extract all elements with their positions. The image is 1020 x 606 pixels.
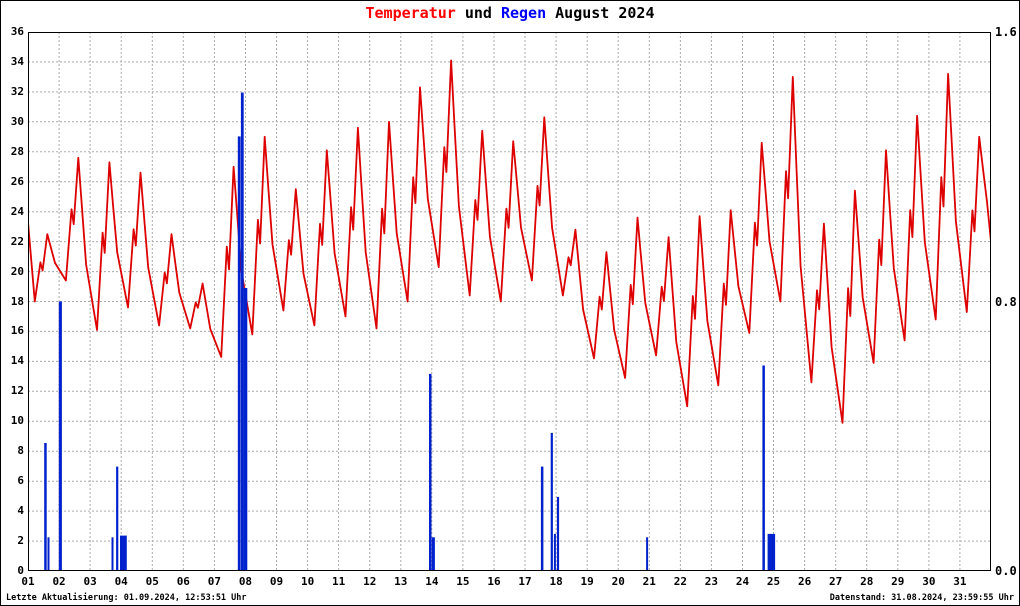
x-tick-label: 14 xyxy=(425,575,439,588)
title-und: und xyxy=(455,4,501,22)
rain-bar xyxy=(556,496,560,571)
rain-bar xyxy=(429,373,432,571)
rain-bar xyxy=(58,301,62,571)
y-left-tick-label: 8 xyxy=(17,444,24,458)
x-tick-label: 02 xyxy=(52,575,66,588)
x-tick-label: 31 xyxy=(953,575,967,588)
rain-bars xyxy=(44,92,776,571)
x-tick-label: 04 xyxy=(114,575,128,588)
x-tick-label: 29 xyxy=(891,575,905,588)
x-tick-label: 13 xyxy=(394,575,408,588)
x-tick-label: 30 xyxy=(922,575,936,588)
x-tick-label: 20 xyxy=(611,575,625,588)
chart-title: Temperatur und Regen August 2024 xyxy=(1,4,1019,22)
rain-bar xyxy=(553,533,556,571)
y-left-tick-label: 30 xyxy=(10,114,24,128)
title-month: August 2024 xyxy=(546,4,655,22)
rain-bar xyxy=(47,537,50,571)
x-tick-label: 16 xyxy=(487,575,501,588)
y-left-tick-label: 10 xyxy=(10,414,24,428)
y-right-tick-label: 1.6 xyxy=(995,25,1017,39)
rain-bar xyxy=(540,466,544,571)
x-tick-label: 23 xyxy=(704,575,719,588)
x-tick-label: 01 xyxy=(21,575,35,588)
y-right-tick-label: 0.0 xyxy=(995,564,1017,578)
x-tick-label: 11 xyxy=(332,575,346,588)
y-left-tick-label: 34 xyxy=(10,54,24,68)
y-left-tick-label: 0 xyxy=(17,564,24,577)
y-left-tick-label: 28 xyxy=(10,144,24,158)
x-tick-label: 21 xyxy=(642,575,656,588)
y-left-tick-label: 16 xyxy=(10,324,24,338)
x-tick-label: 26 xyxy=(797,575,812,588)
y-left-tick-label: 12 xyxy=(10,384,24,398)
plot-border xyxy=(28,32,991,571)
y-left-tick-label: 22 xyxy=(10,234,24,248)
y-left-tick-label: 32 xyxy=(10,84,24,98)
y-left-tick-label: 18 xyxy=(10,294,24,308)
rain-bar xyxy=(550,432,553,571)
rain-bar xyxy=(120,535,127,571)
x-tick-label: 07 xyxy=(207,575,221,588)
y-left-tick-label: 6 xyxy=(17,474,24,488)
data-timestamp-text: Datenstand: 31.08.2024, 23:59:55 Uhr xyxy=(829,593,1014,603)
rain-bar xyxy=(243,288,248,571)
last-update-text: Letzte Aktualisierung: 01.09.2024, 12:53… xyxy=(6,593,247,603)
y-left-tick-label: 26 xyxy=(10,174,24,188)
rain-bar xyxy=(762,365,765,571)
x-tick-label: 28 xyxy=(860,575,874,588)
title-regen: Regen xyxy=(500,4,547,22)
x-tick-label: 17 xyxy=(518,575,532,588)
x-tick-label: 03 xyxy=(83,575,97,588)
rain-bar xyxy=(767,533,776,571)
y-left-tick-label: 2 xyxy=(17,534,24,548)
rain-bar xyxy=(240,92,244,571)
x-tick-label: 24 xyxy=(735,575,750,588)
rain-bar xyxy=(44,443,47,571)
y-left-tick-label: 24 xyxy=(10,204,24,218)
x-tick-label: 18 xyxy=(549,575,563,588)
title-temperatur: Temperatur xyxy=(365,4,456,22)
rain-bar xyxy=(431,537,435,571)
plot-svg xyxy=(28,32,991,571)
y-left-tick-label: 14 xyxy=(10,354,24,368)
grid-lines xyxy=(28,32,991,571)
temperature-line xyxy=(28,59,991,424)
x-tick-label: 19 xyxy=(580,575,594,588)
y-left-tick-label: 36 xyxy=(10,25,24,38)
x-tick-label: 05 xyxy=(145,575,159,588)
x-tick-label: 27 xyxy=(829,575,843,588)
x-tick-label: 10 xyxy=(300,575,315,588)
rain-bar xyxy=(111,537,114,571)
y-right-tick-label: 0.8 xyxy=(995,294,1017,309)
x-tick-label: 06 xyxy=(176,575,190,588)
rain-bar xyxy=(646,537,649,571)
x-tick-label: 09 xyxy=(269,575,284,588)
y-left-tick-label: 20 xyxy=(10,264,24,278)
x-tick-label: 22 xyxy=(673,575,687,588)
y-left-tick-label: 4 xyxy=(17,504,24,518)
x-tick-label: 25 xyxy=(766,575,781,588)
x-tick-label: 08 xyxy=(238,575,253,588)
x-tick-label: 12 xyxy=(363,575,377,588)
rain-bar xyxy=(237,136,241,571)
x-tick-label: 15 xyxy=(456,575,470,588)
rain-bar xyxy=(116,466,119,571)
